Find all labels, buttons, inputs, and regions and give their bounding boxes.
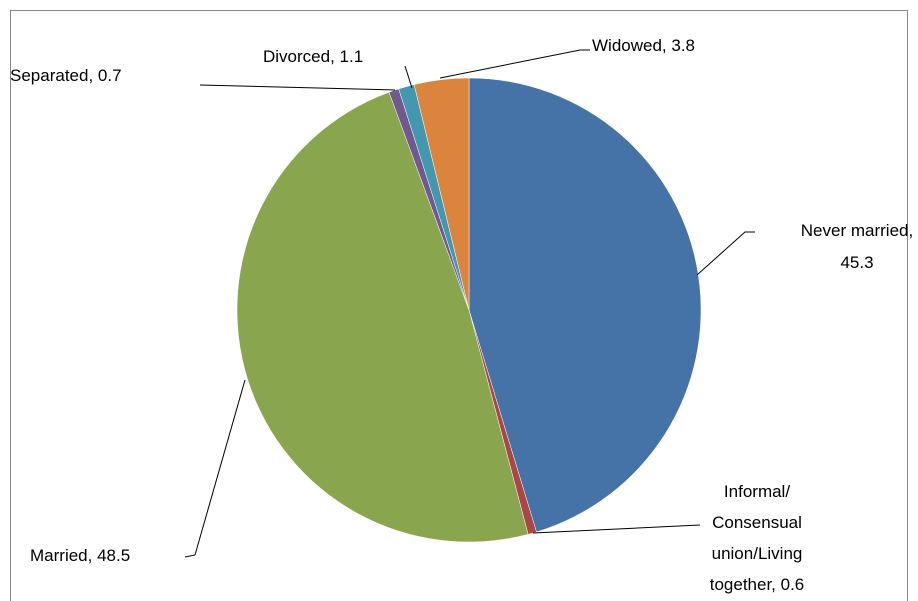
data-label: Divorced, 1.1 bbox=[263, 47, 363, 66]
leader-line bbox=[696, 231, 755, 276]
data-label: Separated, 0.7 bbox=[10, 66, 122, 85]
leader-line bbox=[404, 65, 413, 89]
pie-slice bbox=[413, 77, 470, 311]
leader-line bbox=[199, 84, 396, 91]
pie-slice bbox=[236, 91, 529, 543]
leader-line bbox=[184, 379, 246, 558]
data-label: Never married, 45.3 bbox=[801, 221, 913, 272]
leader-line bbox=[532, 524, 701, 534]
data-label: Informal/Consensual union/Living together,… bbox=[710, 482, 805, 594]
data-label: Widowed, 3.8 bbox=[592, 36, 695, 55]
leader-line bbox=[439, 49, 590, 79]
pie-slice bbox=[468, 77, 702, 533]
data-label: Married, 48.5 bbox=[30, 546, 130, 565]
